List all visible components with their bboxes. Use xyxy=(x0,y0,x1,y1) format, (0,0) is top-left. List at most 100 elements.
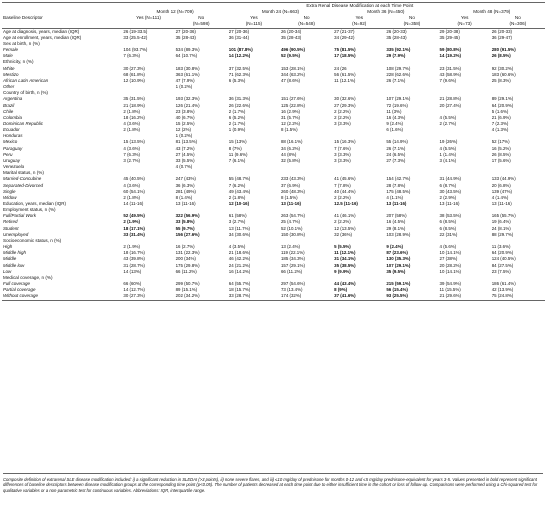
table-cell: 35 (9.5%) xyxy=(386,268,406,274)
table-cell: 26 (22.6%) xyxy=(228,102,251,108)
table-cell: 130 (35.3%) xyxy=(386,256,411,262)
table-cell: 21 (29.6%) xyxy=(438,293,491,301)
table-row: Peru 7 (6.3%) 27 (4.5%) 11 (9.6%) 44 (8%) 3 (… xyxy=(2,152,545,158)
table-cell: 104 (93.7%) xyxy=(123,47,148,53)
table-row: Honduras 1 (0.2%) xyxy=(2,133,545,139)
table-cell: 30 (43.5%) xyxy=(439,188,462,194)
row-label: Education, years, median (IQR) xyxy=(3,201,67,206)
table-cell: 47 (8.6%) xyxy=(280,77,301,83)
table-cell: 47 (7.9%) xyxy=(175,77,195,83)
table-cell: 16 (2.9%) xyxy=(280,108,301,114)
table-cell: 233 (43.3%) xyxy=(280,176,305,182)
table-row: Retired 2 (1.9%) 33 (5.8%) 3 (2.7%) 25 (4.7%… xyxy=(2,219,545,225)
table-cell: 33 (31.4%) xyxy=(123,231,145,237)
table-cell: 133 (44.9%) xyxy=(491,176,516,182)
row-label: African Latin American xyxy=(3,77,49,83)
table-row: Argentina 35 (31.5%) 193 (32.3%) 36 (31.3%)… xyxy=(2,96,545,102)
table-cell: 16 (4.3%) xyxy=(386,114,406,120)
col-count: (N=306) xyxy=(490,21,545,29)
table-cell: 153 (28.1%) xyxy=(280,65,305,71)
baseline-descriptor-header: Baseline Descriptor xyxy=(3,15,43,21)
table-cell: 185 (34.3%) xyxy=(280,256,305,262)
table-footnote: Composite definition of extrarenal SLE d… xyxy=(3,473,543,493)
table-cell: 165 (55.7%) xyxy=(491,213,516,219)
section-label: Socioeconomic status, n (%) xyxy=(3,237,62,243)
table-cell: 52 (49.5%) xyxy=(123,213,145,219)
table-cell: 38 (53.5%) xyxy=(439,213,462,219)
table-cell: 7 (7.6%) xyxy=(334,145,351,151)
section-label: Country of birth, n (%) xyxy=(3,90,48,96)
table-cell: 119 (22.1%) xyxy=(280,250,305,256)
row-label: Separated-Divorced xyxy=(3,182,44,188)
table-cell: 4 (5.5%) xyxy=(439,114,457,120)
table-cell: 4 (1.4%) xyxy=(491,194,509,200)
table-cell: 3 (3.3%) xyxy=(334,151,351,157)
table-cell: 35 (29-45) xyxy=(439,34,460,40)
table-cell: 13 (11.7%) xyxy=(228,225,250,231)
row-label: Other xyxy=(3,84,15,90)
row-label: Married-Concubine xyxy=(3,176,42,182)
table-cell: 18 (16.7%) xyxy=(123,250,145,256)
table-cell: 26 (7.1%) xyxy=(386,77,406,83)
table-cell: 24 (21.2%) xyxy=(228,262,251,268)
col-count xyxy=(122,21,175,29)
table-row: Uruguay 3 (2.7%) 33 (5.5%) 7 (6.1%) 32 (5.8%… xyxy=(2,158,545,164)
table-cell: 55 (9.7%) xyxy=(175,225,195,231)
table-cell: 35 (31.5%) xyxy=(123,96,145,102)
table-cell: 4 (5.5%) xyxy=(439,145,457,151)
table-cell: 2 (2.2%) xyxy=(334,108,351,114)
table-row: Other 1 (0.2%) xyxy=(2,84,545,90)
table-cell: 32 (5.8%) xyxy=(280,157,301,163)
table-cell: 18 (17.1%) xyxy=(123,225,145,231)
table-cell: 30 (27.3%) xyxy=(123,65,145,71)
table-cell: 55 (48.7%) xyxy=(228,176,251,182)
table-cell: 43 (39.8%) xyxy=(123,256,145,262)
table-cell: 52 (10.1%) xyxy=(280,225,303,231)
table-row: Ecuador 2 (1.8%) 12 (2%) 1 (0.9%) 8 (1.5%) 6 … xyxy=(2,127,545,133)
row-label: Mestizo xyxy=(3,71,19,77)
table-cell: 2 (1.7%) xyxy=(228,108,246,114)
table-cell: 13 (11-16) xyxy=(386,201,407,206)
table-cell: 23 (7.5%) xyxy=(491,268,511,274)
row-label: Unemployed xyxy=(3,231,29,237)
table-cell: 183 (30.8%) xyxy=(175,65,200,71)
table-cell: 14 (13%) xyxy=(123,268,142,274)
table-cell: 34 (29-42) xyxy=(334,34,355,40)
row-label: High xyxy=(3,244,13,250)
table-cell: 13 (11-16) xyxy=(280,201,301,206)
table-row: Single 60 (54.1%) 281 (49%) 49 (43.4%) 260 (… xyxy=(2,189,545,195)
table-row: Age at diagnosis, years, median (IQR) 26 … xyxy=(2,28,545,35)
table-cell: 3 (3.3%) xyxy=(334,120,351,126)
table-cell: 6 (8.7%) xyxy=(439,182,457,188)
table-cell: 125 (22.8%) xyxy=(280,102,305,108)
table-row: African Latin American 12 (10.9%) 47 (7.9%… xyxy=(2,78,545,84)
table-cell: 126 (21.4%) xyxy=(175,102,200,108)
table-cell: 1 (0.2%) xyxy=(175,84,193,90)
table-cell: 19 (6.4%) xyxy=(491,219,511,225)
table-cell: 2 (1.9%) xyxy=(123,219,141,225)
table-cell: 84 (27.5%) xyxy=(491,262,514,268)
table-cell: 18 (16.2%) xyxy=(123,114,145,120)
month-header: Month 48 (N=379) xyxy=(473,9,511,15)
table-cell: 1 (0.9%) xyxy=(228,127,246,133)
table-row: White 30 (27.3%) 183 (30.8%) 37 (32.5%) 153 … xyxy=(2,66,545,72)
col-count: (N=73) xyxy=(438,21,491,29)
table-cell: 59 (80.8%) xyxy=(439,47,462,53)
table-cell: 35 (38.5%) xyxy=(334,262,356,268)
table-cell: 27 (29.3%) xyxy=(334,102,356,108)
table-cell: 157 (29.1%) xyxy=(280,262,305,268)
table-cell: 4 (3.6%) xyxy=(123,120,141,126)
table-cell: 4 (1.1%) xyxy=(386,194,403,200)
table-cell: 88 (16.1%) xyxy=(280,139,303,145)
table-cell: 35 (28-43) xyxy=(175,34,196,40)
row-label: Uruguay xyxy=(3,157,21,163)
section-label: Ethnicity, n (%) xyxy=(3,59,34,65)
table-cell: 534 (89.3%) xyxy=(175,47,200,53)
table-cell: 33 (28.7%) xyxy=(227,293,280,301)
table-cell: 25 (8.3%) xyxy=(491,77,511,83)
table-row: Mexico 15 (13.5%) 81 (13.5%) 15 (13%) 88 (16… xyxy=(2,139,545,145)
table-cell: 4 (3.6%) xyxy=(123,145,141,151)
table-cell: 68 (61.8%) xyxy=(123,71,145,77)
table-cell: 15 (2.5%) xyxy=(175,120,195,126)
